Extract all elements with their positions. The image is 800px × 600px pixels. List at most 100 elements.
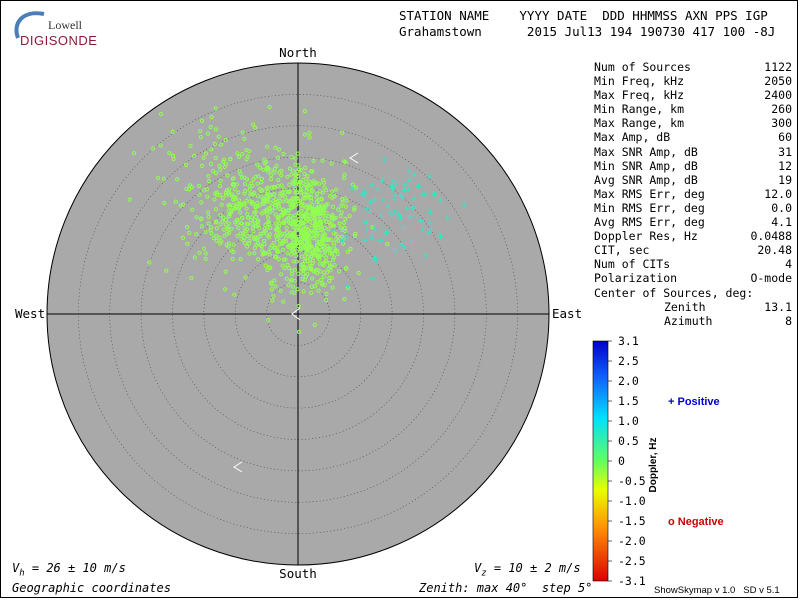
stat-value: O-mode [750, 271, 792, 286]
negative-doppler-point [275, 215, 280, 220]
negative-doppler-point [214, 171, 219, 176]
negative-doppler-point [303, 242, 308, 248]
source-points [127, 104, 467, 334]
negative-doppler-point [218, 222, 223, 227]
stat-row: Polarization O-mode [594, 271, 792, 285]
stat-row: Avg SNR Amp, dB 19 [594, 173, 792, 187]
stat-value: 60 [778, 130, 792, 145]
negative-doppler-point [302, 267, 307, 272]
negative-doppler-point [279, 168, 284, 173]
negative-doppler-point [162, 200, 167, 206]
positive-doppler-point [399, 195, 405, 201]
negative-doppler-point [219, 239, 224, 244]
negative-doppler-point [337, 269, 342, 274]
negative-doppler-point [264, 207, 269, 212]
negative-doppler-point [343, 229, 348, 234]
negative-doppler-point [231, 197, 236, 202]
negative-doppler-point [295, 287, 300, 292]
negative-doppler-point [276, 257, 281, 262]
negative-doppler-point [273, 200, 278, 206]
negative-doppler-point [241, 232, 246, 237]
negative-doppler-point [244, 148, 249, 153]
negative-doppler-point [257, 203, 262, 208]
negative-doppler-point [276, 204, 281, 209]
stat-label: Num of CITs [594, 257, 671, 272]
negative-doppler-point [329, 218, 334, 223]
positive-doppler-point [398, 241, 404, 247]
negative-doppler-point [311, 181, 316, 186]
negative-doppler-point [309, 254, 314, 259]
negative-doppler-point [225, 225, 230, 230]
negative-doppler-point [312, 233, 317, 239]
negative-doppler-point [190, 207, 195, 212]
positive-doppler-point [401, 187, 407, 193]
negative-doppler-point [265, 215, 271, 220]
negative-doppler-point [306, 216, 311, 221]
negative-doppler-point [336, 234, 341, 239]
colorbar-tick-label: 1.0 [618, 414, 639, 428]
negative-doppler-point [239, 201, 244, 206]
negative-doppler-point [305, 231, 310, 236]
negative-doppler-point [258, 243, 263, 248]
negative-doppler-point [155, 175, 161, 180]
negative-doppler-point [280, 193, 285, 198]
colorbar-tick-label: 3.1 [618, 334, 639, 348]
colorbar-title: Doppler, Hz [648, 437, 659, 492]
negative-doppler-point [257, 165, 263, 170]
negative-doppler-point [212, 141, 217, 147]
negative-doppler-point [189, 185, 194, 190]
negative-doppler-point [235, 151, 240, 156]
negative-doppler-point [343, 160, 348, 165]
negative-doppler-point [274, 233, 279, 238]
stat-label: Polarization [594, 271, 678, 286]
negative-doppler-point [296, 304, 301, 309]
negative-doppler-point [315, 221, 320, 227]
negative-doppler-point [285, 251, 290, 256]
negative-doppler-point [220, 219, 225, 224]
negative-doppler-point [230, 256, 235, 262]
negative-doppler-point [226, 244, 231, 249]
negative-doppler-point [310, 203, 315, 208]
stat-row: Doppler Res, Hz 0.0488 [594, 229, 792, 243]
stat-label: Max Amp, dB [594, 130, 671, 145]
stat-row: Max RMS Err, deg 12.0 [594, 187, 792, 201]
negative-doppler-point [353, 185, 358, 190]
negative-doppler-point [301, 196, 306, 201]
negative-doppler-point [343, 204, 348, 209]
negative-doppler-point [253, 209, 258, 215]
positive-doppler-point [401, 225, 407, 230]
negative-doppler-point [296, 180, 301, 185]
negative-doppler-point [308, 217, 313, 222]
negative-doppler-point [287, 182, 292, 187]
aux-marker [233, 461, 243, 473]
positive-doppler-point [437, 197, 443, 203]
negative-doppler-point [255, 162, 260, 167]
negative-doppler-point [246, 215, 251, 220]
negative-doppler-point [296, 211, 301, 216]
negative-doppler-point [253, 204, 258, 209]
positive-doppler-point [432, 191, 438, 197]
negative-doppler-point [218, 142, 224, 147]
negative-doppler-point [314, 249, 319, 255]
positive-doppler-point [373, 258, 379, 264]
negative-doppler-point [312, 322, 317, 327]
negative-doppler-point [309, 188, 314, 193]
negative-doppler-point [302, 215, 307, 220]
negative-doppler-point [253, 235, 258, 240]
negative-doppler-point [295, 190, 300, 195]
negative-doppler-point [296, 223, 301, 228]
negative-doppler-point [220, 196, 225, 201]
negative-doppler-point [347, 213, 352, 219]
positive-doppler-point [407, 214, 413, 220]
positive-doppler-point [343, 234, 349, 240]
negative-doppler-point [287, 166, 292, 171]
negative-doppler-point [293, 176, 299, 181]
lowell-digisonde-logo: Lowell DIGISONDE [6, 8, 97, 48]
negative-doppler-point [320, 282, 325, 287]
stat-label: Azimuth [664, 313, 713, 328]
stat-value: 300 [771, 116, 792, 131]
negative-doppler-point [184, 186, 189, 191]
negative-doppler-point [304, 225, 309, 230]
positive-doppler-point [418, 218, 424, 224]
negative-doppler-point [329, 251, 335, 256]
